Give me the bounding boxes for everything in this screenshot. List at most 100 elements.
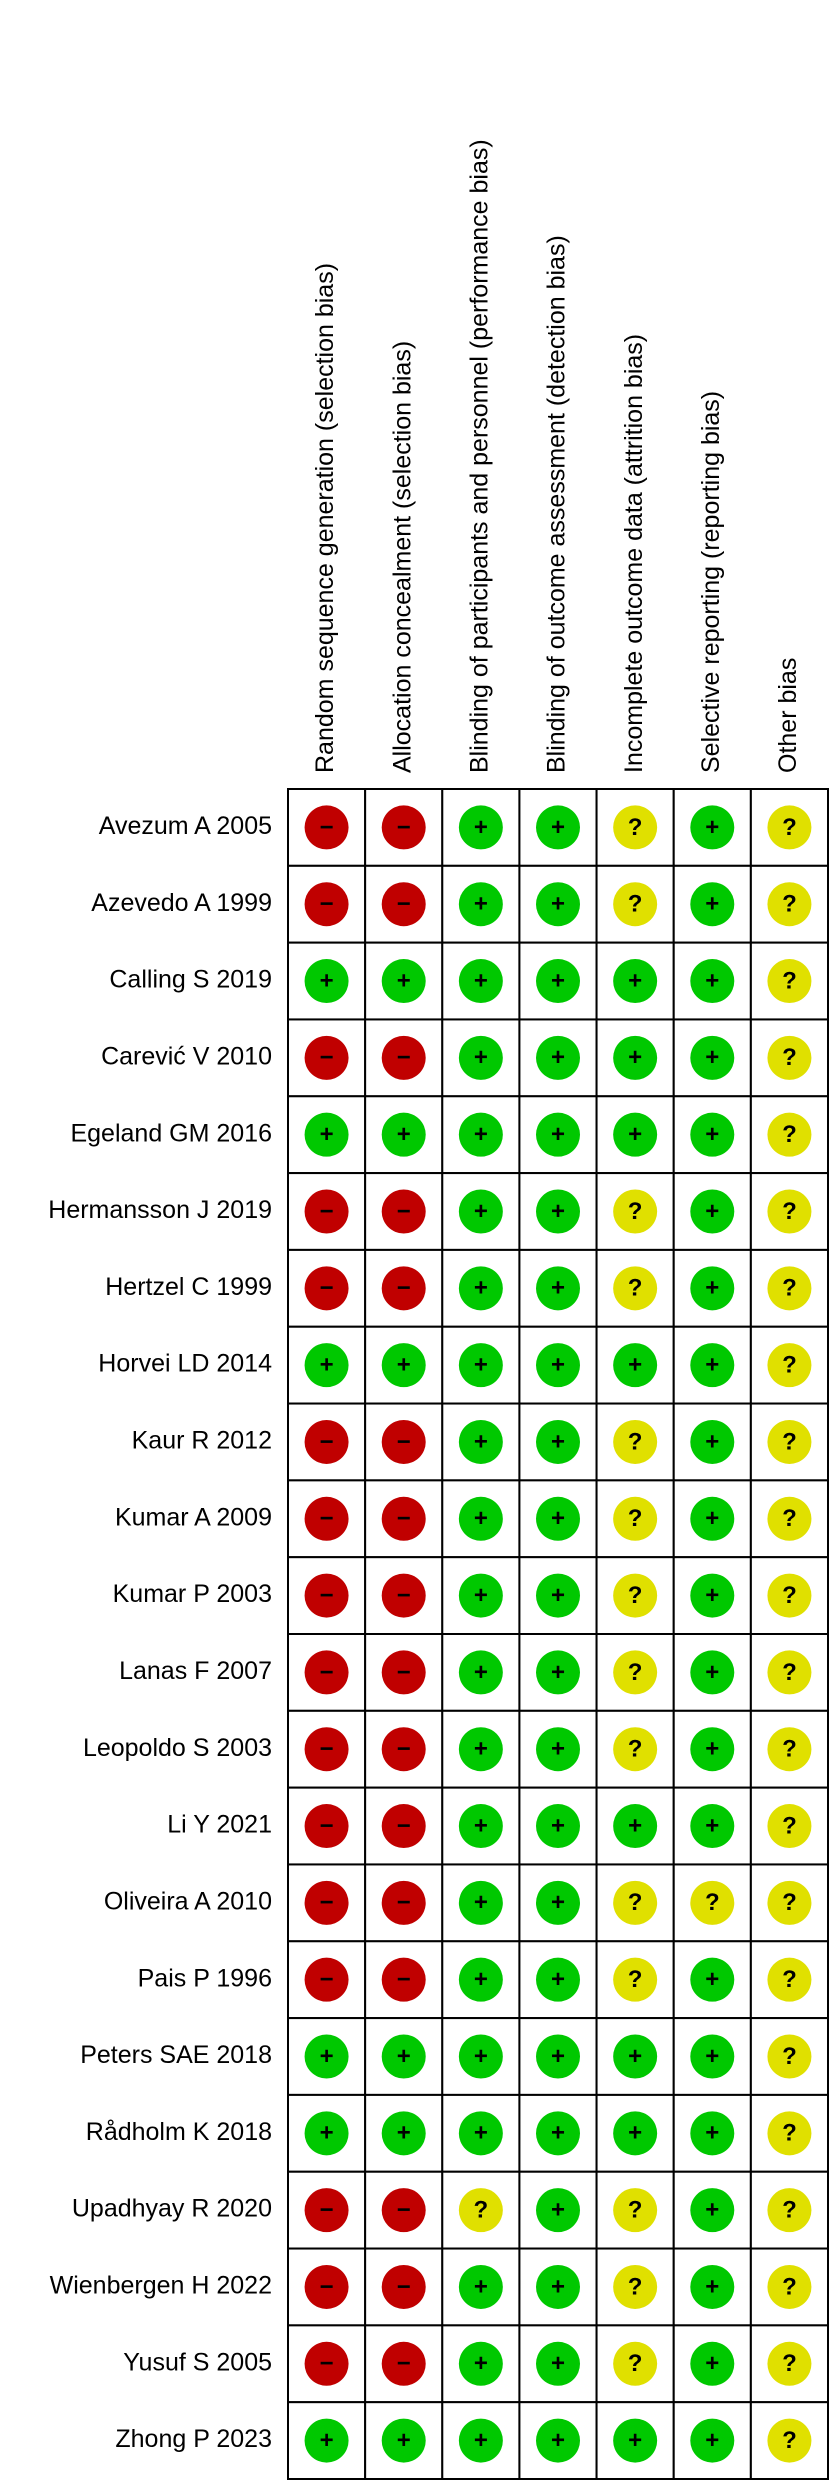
judgment-circle (613, 1650, 658, 1695)
judgment-symbol: ? (628, 891, 643, 918)
judgment-circle (613, 2188, 658, 2233)
judgment-symbol: + (474, 1505, 488, 1532)
judgment-circle (536, 1189, 580, 1234)
judgment-symbol: + (705, 2196, 719, 2223)
judgment-symbol: + (628, 1044, 642, 1071)
judgment-symbol: + (474, 1582, 488, 1609)
judgment-symbol: + (705, 1198, 719, 1225)
judgment-symbol: ? (782, 2043, 797, 2070)
judgment-circle (458, 959, 503, 1004)
judgment-symbol: + (628, 2427, 642, 2454)
judgment-symbol: + (474, 1659, 488, 1686)
judgment-circle (381, 1804, 426, 1849)
judgment-circle (767, 2264, 812, 2309)
judgment-circle (381, 1957, 426, 2002)
study-label: Hermansson J 2019 (48, 1196, 272, 1224)
judgment-symbol: ? (628, 1966, 643, 1993)
study-label: Lanas F 2007 (119, 1657, 272, 1685)
judgment-circle (536, 882, 580, 927)
judgment-symbol: ? (628, 1659, 643, 1686)
judgment-circle (381, 2341, 426, 2386)
judgment-circle (536, 2264, 580, 2309)
judgment-circle (613, 2341, 658, 2386)
study-label: Egeland GM 2016 (70, 1119, 272, 1147)
judgment-symbol: − (320, 814, 334, 841)
judgment-circle (613, 805, 658, 850)
judgment-symbol: − (397, 1505, 411, 1532)
judgment-symbol: + (474, 1121, 488, 1148)
judgment-symbol: ? (628, 2196, 643, 2223)
judgment-circle (304, 1343, 349, 1388)
judgment-symbol: + (705, 891, 719, 918)
judgment-symbol: + (474, 891, 488, 918)
column-header: Blinding of outcome assessment (detectio… (543, 235, 571, 773)
judgment-symbol: ? (782, 2427, 797, 2454)
judgment-circle (767, 2341, 812, 2386)
judgment-circle (458, 1804, 503, 1849)
judgment-symbol: + (397, 967, 411, 994)
judgment-circle (767, 959, 812, 1004)
judgment-symbol: − (397, 1889, 411, 1916)
judgment-symbol: − (320, 1198, 334, 1225)
judgment-circle (690, 2418, 735, 2463)
judgment-circle (304, 1727, 349, 1772)
judgment-circle (767, 1189, 812, 1234)
judgment-circle (767, 1727, 812, 1772)
judgment-symbol: ? (782, 1044, 797, 1071)
judgment-circle (690, 1804, 735, 1849)
study-label: Rådholm K 2018 (86, 2118, 272, 2146)
column-header: Other bias (774, 658, 802, 773)
judgment-symbol: + (474, 2273, 488, 2300)
judgment-symbol: + (705, 1659, 719, 1686)
judgment-circle (767, 1035, 812, 1080)
judgment-circle (458, 1573, 503, 1618)
judgment-symbol: + (705, 1428, 719, 1455)
judgment-circle (458, 1727, 503, 1772)
judgment-circle (304, 1573, 349, 1618)
judgment-symbol: + (628, 967, 642, 994)
judgment-symbol: ? (628, 1736, 643, 1763)
judgment-circle (767, 1804, 812, 1849)
cell (595, 1709, 675, 1789)
judgment-symbol: + (474, 1351, 488, 1378)
judgment-circle (304, 1189, 349, 1234)
judgment-circle (690, 2111, 735, 2156)
judgment-symbol: + (628, 2120, 642, 2147)
judgment-symbol: ? (782, 1198, 797, 1225)
judgment-symbol: + (397, 2120, 411, 2147)
study-label: Upadhyay R 2020 (72, 2195, 272, 2223)
judgment-symbol: + (551, 2427, 565, 2454)
judgment-circle (690, 2341, 735, 2386)
judgment-circle (458, 1035, 503, 1080)
judgment-symbol: + (320, 2120, 334, 2147)
judgment-circle (690, 1573, 735, 1618)
judgment-symbol: ? (628, 814, 643, 841)
judgment-circle (613, 1727, 658, 1772)
judgment-symbol: + (474, 967, 488, 994)
judgment-circle (767, 1650, 812, 1695)
judgment-symbol: − (320, 1889, 334, 1916)
judgment-circle (381, 2418, 426, 2463)
judgment-symbol: + (551, 1351, 565, 1378)
judgment-symbol: ? (782, 1505, 797, 1532)
judgment-symbol: + (551, 1275, 565, 1302)
judgment-circle (304, 1804, 349, 1849)
judgment-circle (613, 959, 658, 1004)
judgment-circle (458, 2034, 503, 2079)
judgment-symbol: + (474, 1198, 488, 1225)
judgment-symbol: ? (782, 1351, 797, 1378)
judgment-symbol: − (397, 1198, 411, 1225)
judgment-symbol: + (397, 2043, 411, 2070)
judgment-symbol: − (320, 1505, 334, 1532)
judgment-circle (536, 2188, 580, 2233)
judgment-circle (536, 1266, 580, 1311)
study-label: Kaur R 2012 (132, 1427, 272, 1455)
judgment-symbol: + (628, 1351, 642, 1378)
judgment-symbol: + (551, 1889, 565, 1916)
study-label: Leopoldo S 2003 (83, 1734, 272, 1762)
study-label: Kumar P 2003 (113, 1580, 272, 1608)
judgment-symbol: + (628, 2043, 642, 2070)
judgment-symbol: ? (782, 1428, 797, 1455)
judgment-symbol: + (705, 2273, 719, 2300)
judgment-circle (690, 1496, 735, 1541)
